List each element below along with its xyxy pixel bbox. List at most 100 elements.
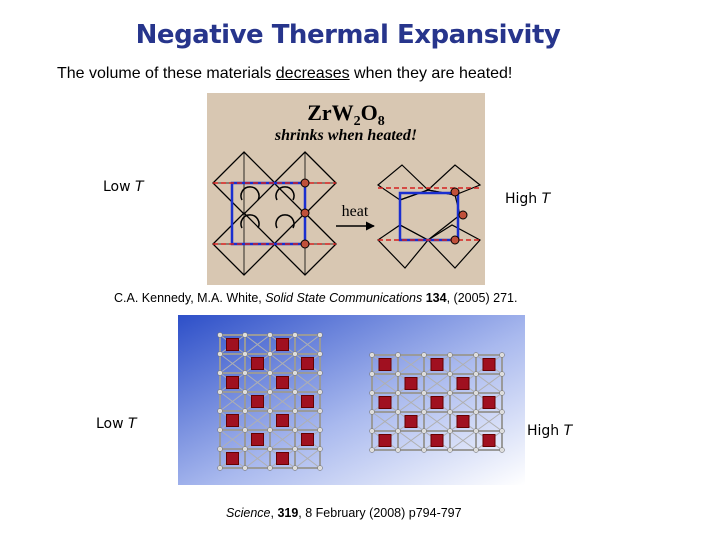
lattice-atom — [421, 428, 427, 434]
lattice-atom — [242, 446, 248, 452]
metal-center — [226, 414, 239, 427]
lattice-bond — [244, 334, 271, 355]
lattice-bond — [449, 354, 477, 375]
lattice-atom — [395, 352, 401, 358]
metal-center — [301, 357, 314, 370]
lattice-atom — [242, 389, 248, 395]
lattice-atom — [317, 351, 323, 357]
lattice-atom — [317, 446, 323, 452]
metal-center — [482, 358, 496, 371]
label-text: High — [527, 423, 564, 439]
lattice-atom — [267, 446, 273, 452]
lattice-atom — [447, 371, 453, 377]
lattice-atom — [317, 370, 323, 376]
lattice-bond — [244, 372, 271, 393]
lattice-atom — [267, 408, 273, 414]
lattice-atom — [395, 428, 401, 434]
lattice-atom — [242, 370, 248, 376]
lattice-bond — [244, 410, 271, 431]
citation-rest: , (2005) 271. — [446, 291, 518, 305]
metal-center — [301, 395, 314, 408]
metal-center — [226, 452, 239, 465]
lattice-atom — [292, 446, 298, 452]
arrow-label: heat — [342, 203, 369, 220]
lattice-atom — [317, 408, 323, 414]
atom — [300, 239, 310, 249]
lattice-atom — [447, 390, 453, 396]
lattice-atom — [395, 390, 401, 396]
metal-center — [404, 377, 418, 390]
lattice-atom — [242, 351, 248, 357]
rotation-arrow — [275, 186, 295, 201]
lattice-atom — [421, 447, 427, 453]
lattice-atom — [369, 371, 375, 377]
lattice-atom — [217, 351, 223, 357]
lattice-atom — [473, 371, 479, 377]
label-variable: T — [128, 416, 137, 432]
polyhedron — [427, 224, 481, 269]
lattice-bond — [397, 354, 425, 375]
lattice-atom — [267, 370, 273, 376]
intro-text-part: when they are heated! — [349, 65, 513, 82]
label-variable: T — [135, 179, 144, 195]
lattice-bond — [294, 448, 321, 469]
citation-rest: , 8 February (2008) p794-797 — [298, 506, 462, 520]
lattice-atom — [499, 371, 505, 377]
lattice-atom — [317, 332, 323, 338]
lattice-atom — [292, 332, 298, 338]
lattice-bond — [294, 334, 321, 355]
citation-journal: Science — [226, 506, 271, 520]
rotation-arrow — [240, 214, 260, 229]
lattice-atom — [217, 408, 223, 414]
lattice-atom — [292, 370, 298, 376]
lattice-bond — [294, 410, 321, 431]
lattice-atom — [369, 447, 375, 453]
lattice-atom — [369, 409, 375, 415]
citation-journal: Solid State Communications — [265, 291, 423, 305]
lattice-atom — [217, 389, 223, 395]
lattice-bond — [449, 392, 477, 413]
low-t-label: Low T — [96, 416, 137, 432]
low-t-label: Low T — [103, 179, 144, 195]
citation-sep: , — [270, 506, 278, 520]
lattice-bond — [269, 429, 296, 450]
citation-authors: C.A. Kennedy, M.A. White, — [114, 291, 266, 305]
citation-volume: 134 — [425, 291, 447, 305]
lattice-atom — [499, 447, 505, 453]
lattice-atom — [421, 371, 427, 377]
lattice-atom — [421, 352, 427, 358]
metal-center — [456, 415, 470, 428]
metal-center — [378, 434, 392, 447]
rotation-arrow — [240, 186, 260, 201]
lattice-atom — [292, 389, 298, 395]
lattice-bond — [449, 430, 477, 451]
lattice-bond — [371, 411, 399, 432]
lattice-atom — [499, 428, 505, 434]
formula: ZrW2O8 — [307, 100, 385, 129]
lattice-atom — [267, 389, 273, 395]
lattice-atom — [395, 447, 401, 453]
lattice-atom — [421, 390, 427, 396]
lattice-atom — [473, 447, 479, 453]
metal-center — [456, 377, 470, 390]
lattice-atom — [473, 352, 479, 358]
lattice-atom — [421, 409, 427, 415]
high-t-label: High T — [527, 423, 572, 439]
citation: C.A. Kennedy, M.A. White, Solid State Co… — [114, 291, 517, 305]
lattice-bond — [475, 373, 503, 394]
metal-center — [276, 338, 289, 351]
lattice-atom — [217, 370, 223, 376]
metal-center — [301, 433, 314, 446]
lattice-atom — [267, 427, 273, 433]
lattice-atom — [317, 465, 323, 471]
lattice-bond — [219, 391, 246, 412]
citation: Science, 319, 8 February (2008) p794-797 — [226, 506, 462, 520]
lattice-atom — [473, 390, 479, 396]
lattice-atom — [217, 446, 223, 452]
atom — [450, 235, 460, 245]
slide-title: Negative Thermal Expansivity — [135, 20, 561, 50]
metal-center — [276, 414, 289, 427]
lattice-atom — [499, 352, 505, 358]
metal-center — [251, 357, 264, 370]
